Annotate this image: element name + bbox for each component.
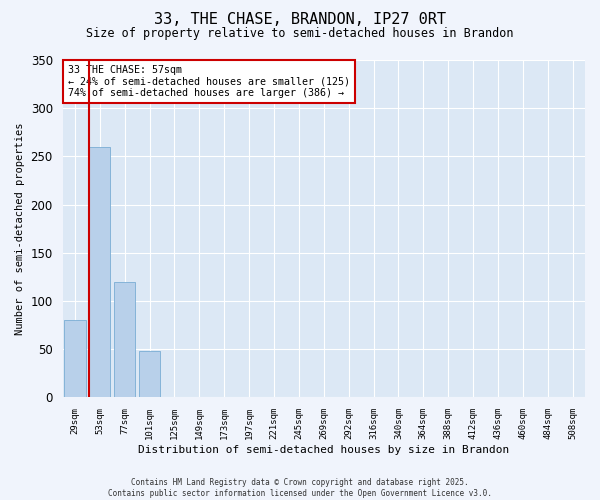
Bar bbox=[89, 147, 110, 398]
Text: Size of property relative to semi-detached houses in Brandon: Size of property relative to semi-detach… bbox=[86, 28, 514, 40]
Text: 33, THE CHASE, BRANDON, IP27 0RT: 33, THE CHASE, BRANDON, IP27 0RT bbox=[154, 12, 446, 28]
Y-axis label: Number of semi-detached properties: Number of semi-detached properties bbox=[15, 122, 25, 335]
Text: 33 THE CHASE: 57sqm
← 24% of semi-detached houses are smaller (125)
74% of semi-: 33 THE CHASE: 57sqm ← 24% of semi-detach… bbox=[68, 65, 350, 98]
Bar bbox=[64, 320, 86, 398]
X-axis label: Distribution of semi-detached houses by size in Brandon: Distribution of semi-detached houses by … bbox=[138, 445, 509, 455]
Text: Contains HM Land Registry data © Crown copyright and database right 2025.
Contai: Contains HM Land Registry data © Crown c… bbox=[108, 478, 492, 498]
Bar bbox=[114, 282, 136, 398]
Bar bbox=[139, 351, 160, 398]
